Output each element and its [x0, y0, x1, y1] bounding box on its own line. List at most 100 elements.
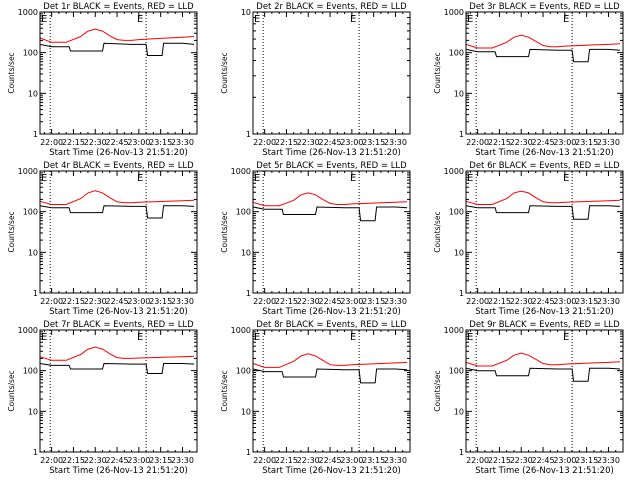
y-tick-label: 1000	[18, 167, 38, 176]
plot-frame	[465, 329, 624, 453]
detector-panel-2: Det 2r BLACK = Events, RED = LLD E E 1 10 22:…	[220, 2, 411, 158]
events-rate-line	[39, 362, 195, 374]
x-tick-label: 22:30	[297, 297, 320, 306]
x-tick-label: 22:30	[510, 456, 533, 465]
x-tick-label: 22:15	[275, 138, 298, 147]
x-tick-label: 22:00	[253, 456, 276, 465]
plot-frame	[252, 329, 411, 453]
x-tick-label: 23:30	[171, 138, 194, 147]
x-tick-label: 23:30	[384, 138, 407, 147]
y-tick-label: 1000	[444, 8, 464, 17]
y-axis-label: Counts/sec	[7, 211, 16, 252]
x-axis-label: Start Time (26-Nov-13 21:51:20)	[475, 148, 614, 158]
detector-panel-9: Det 9r BLACK = Events, RED = LLD E E 1 10 100…	[433, 320, 624, 476]
y-axis-label: Counts/sec	[433, 211, 442, 252]
x-tick-label: 23:15	[575, 297, 598, 306]
y-axis-label: Counts/sec	[7, 370, 16, 411]
events-rate-line	[465, 367, 621, 382]
events-rate-line	[252, 368, 408, 384]
y-tick-label: 1	[246, 130, 251, 139]
plot-frame	[465, 170, 624, 294]
y-tick-label: 100	[449, 208, 464, 217]
x-tick-label: 22:45	[319, 456, 342, 465]
x-tick-label: 23:00	[340, 456, 363, 465]
lld-rate-line	[252, 192, 408, 207]
x-tick-label: 23:15	[149, 297, 172, 306]
x-tick-label: 22:00	[253, 138, 276, 147]
y-tick-label: 1	[33, 130, 38, 139]
event-marker-label: E	[254, 173, 260, 184]
x-tick-label: 23:00	[553, 456, 576, 465]
panel-title: Det 6r BLACK = Events, RED = LLD	[469, 161, 620, 171]
x-tick-label: 22:30	[297, 138, 320, 147]
x-tick-label: 23:00	[553, 297, 576, 306]
x-tick-label: 22:15	[275, 456, 298, 465]
x-tick-label: 23:00	[553, 138, 576, 147]
x-tick-label: 23:15	[575, 456, 598, 465]
y-axis-label: Counts/sec	[433, 52, 442, 93]
x-axis-label: Start Time (26-Nov-13 21:51:20)	[475, 466, 614, 476]
y-axis-label: Counts/sec	[433, 370, 442, 411]
plot-frame	[39, 170, 198, 294]
y-tick-label: 10	[454, 89, 464, 98]
lld-rate-line	[465, 352, 621, 367]
x-tick-label: 22:00	[466, 297, 489, 306]
plot-frame	[39, 329, 198, 453]
x-tick-label: 22:00	[40, 138, 63, 147]
x-tick-label: 22:45	[319, 297, 342, 306]
x-tick-label: 23:30	[171, 297, 194, 306]
lld-rate-line	[465, 190, 621, 205]
detector-panel-6: Det 6r BLACK = Events, RED = LLD E E 1 10 100…	[433, 161, 624, 317]
x-tick-label: 23:15	[149, 138, 172, 147]
x-tick-label: 22:45	[532, 456, 555, 465]
lld-rate-line	[39, 346, 195, 361]
panel-title: Det 3r BLACK = Events, RED = LLD	[469, 2, 620, 12]
x-tick-label: 22:15	[488, 456, 511, 465]
x-axis-label: Start Time (26-Nov-13 21:51:20)	[262, 466, 401, 476]
x-axis-label: Start Time (26-Nov-13 21:51:20)	[49, 466, 188, 476]
lld-rate-line	[465, 34, 621, 49]
y-axis-label: Counts/sec	[7, 52, 16, 93]
y-tick-label: 100	[449, 49, 464, 58]
x-tick-label: 22:30	[510, 297, 533, 306]
y-tick-label: 1000	[231, 167, 251, 176]
x-tick-label: 22:15	[488, 297, 511, 306]
y-tick-label: 10	[454, 407, 464, 416]
y-tick-label: 1000	[444, 167, 464, 176]
y-tick-label: 1000	[231, 326, 251, 335]
y-tick-label: 1	[459, 289, 464, 298]
y-tick-label: 100	[236, 367, 251, 376]
y-tick-label: 10	[28, 248, 38, 257]
y-tick-label: 10	[454, 248, 464, 257]
x-tick-label: 22:45	[106, 138, 129, 147]
x-tick-label: 22:30	[84, 138, 107, 147]
x-tick-label: 22:15	[62, 297, 85, 306]
x-tick-label: 23:15	[362, 456, 385, 465]
y-axis-label: Counts/sec	[220, 211, 229, 252]
x-tick-label: 23:00	[340, 138, 363, 147]
event-marker-label: E	[254, 14, 260, 25]
x-tick-label: 22:15	[275, 297, 298, 306]
y-axis-label: Counts/sec	[220, 52, 229, 93]
x-tick-label: 22:00	[466, 456, 489, 465]
lld-rate-line	[39, 28, 195, 43]
x-tick-label: 22:00	[40, 297, 63, 306]
event-marker-label: E	[350, 332, 356, 343]
x-tick-label: 22:00	[40, 456, 63, 465]
x-tick-label: 22:45	[106, 456, 129, 465]
events-rate-line	[252, 206, 408, 222]
x-tick-label: 23:15	[575, 138, 598, 147]
panel-title: Det 7r BLACK = Events, RED = LLD	[43, 320, 194, 330]
x-tick-label: 23:00	[127, 297, 150, 306]
y-tick-label: 10	[241, 8, 251, 17]
x-tick-label: 23:15	[149, 456, 172, 465]
y-tick-label: 1000	[18, 326, 38, 335]
x-tick-label: 23:30	[597, 138, 620, 147]
event-marker-label: E	[467, 14, 473, 25]
panel-title: Det 4r BLACK = Events, RED = LLD	[43, 161, 194, 171]
x-tick-label: 22:00	[466, 138, 489, 147]
y-tick-label: 10	[241, 248, 251, 257]
y-tick-label: 1	[246, 448, 251, 457]
events-rate-line	[465, 48, 621, 63]
event-marker-label: E	[563, 14, 569, 25]
